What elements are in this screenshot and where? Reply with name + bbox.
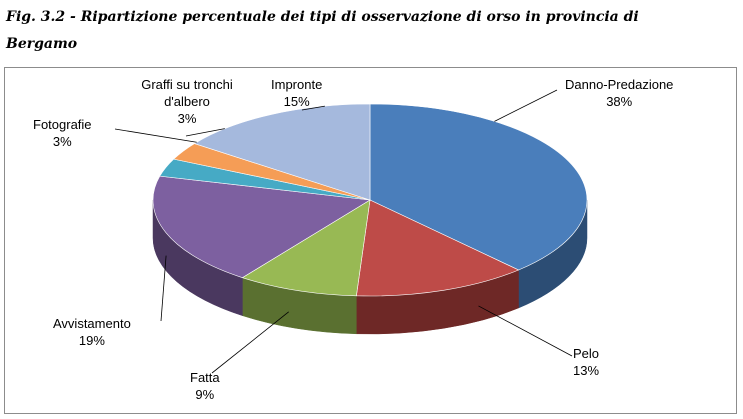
leader-line-6 (301, 105, 325, 111)
pie-side-walls (152, 199, 588, 335)
pie-chart (114, 89, 588, 374)
slice-3 (152, 175, 371, 278)
slice-label-name: Fotografie (33, 117, 92, 132)
leader-line-5 (185, 128, 225, 137)
slice-label-value: 3% (177, 111, 197, 126)
slice-label-value: 19% (78, 333, 105, 348)
leader-line-0 (494, 89, 558, 122)
slice-0 (369, 103, 588, 271)
leader-lines (114, 89, 573, 374)
slice-label-value: 13% (573, 363, 600, 378)
slice-label-value: 38% (606, 94, 633, 109)
caption-line-1: Fig. 3.2 - Ripartizione percentuale dei … (6, 9, 639, 25)
figure-caption: Fig. 3.2 - Ripartizione percentuale dei … (6, 4, 739, 58)
label-danno-predazione: Danno-Predazione 38% (565, 76, 673, 110)
slice-2 (241, 199, 371, 297)
slice-6 (193, 103, 371, 201)
slice-label-value: 9% (195, 387, 215, 402)
slice-label-value: 3% (52, 134, 72, 149)
slice-label-name: Pelo (573, 346, 600, 361)
slice-label-name: Danno-Predazione (565, 77, 674, 92)
pie-top-faces (152, 103, 588, 297)
leader-line-3 (160, 255, 167, 322)
slice-1 (356, 199, 520, 297)
slice-label-name: Graffi su tronchi d'albero (141, 77, 233, 109)
leader-line-2 (211, 311, 289, 374)
caption-line-2: Bergamo (6, 36, 78, 52)
label-graffi: Graffi su tronchi d'albero 3% (123, 76, 251, 127)
label-avvistamento: Avvistamento 19% (53, 315, 131, 349)
slice-label-name: Impronte (271, 77, 323, 92)
label-pelo: Pelo 13% (573, 345, 599, 379)
slice-label-name: Fatta (190, 370, 220, 385)
label-fotografie: Fotografie 3% (33, 116, 92, 150)
label-impronte: Impronte 15% (271, 76, 322, 110)
leader-line-4 (114, 128, 197, 143)
label-fatta: Fatta 9% (190, 369, 220, 403)
leader-line-1 (478, 305, 573, 357)
chart-frame: Danno-Predazione 38% Pelo 13% Fatta 9% A… (4, 67, 737, 414)
slice-label-value: 15% (283, 94, 310, 109)
slice-label-name: Avvistamento (53, 316, 131, 331)
